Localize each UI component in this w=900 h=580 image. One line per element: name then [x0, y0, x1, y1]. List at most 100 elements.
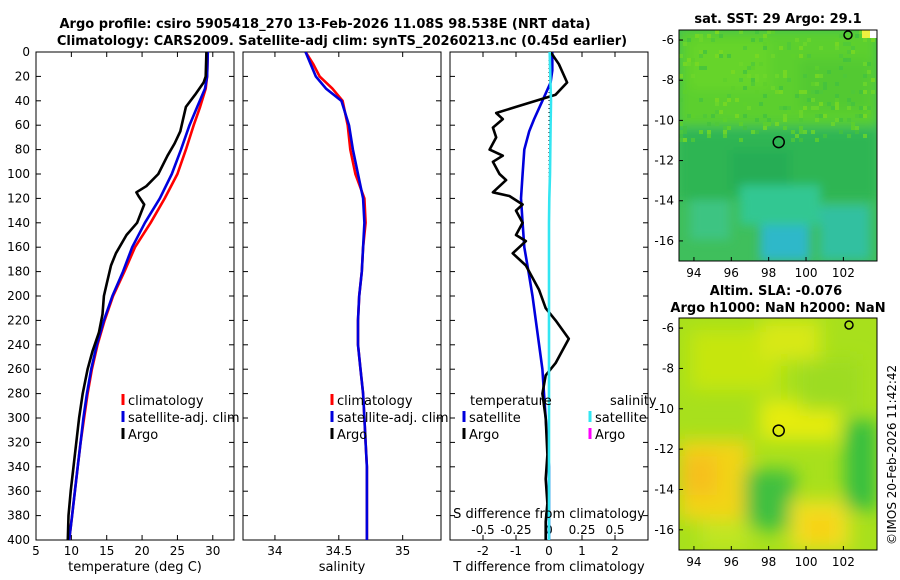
- y-tick-label: 340: [7, 460, 30, 474]
- map-x-tick-label: 96: [724, 266, 739, 280]
- difference-panel: -2 -1 0 1 2-0.5 -0.25 0 0.25 0.5 T difference fr…: [449, 51, 657, 575]
- temperature-satellite-legend-label: satellite-adj. clim: [128, 411, 240, 426]
- salinity-panel: 34 34.5 35 salinity climatology satellite-a…: [242, 51, 449, 575]
- y-tick-label: 300: [7, 411, 30, 425]
- salinity-climatology-legend-label: climatology: [337, 394, 413, 409]
- argo-location-marker-sla: [772, 424, 785, 437]
- series-line-s-satellite: [547, 52, 553, 540]
- salinity-legend-heading: salinity: [610, 394, 657, 409]
- temperature-climatology-legend-label: climatology: [128, 394, 204, 409]
- map-y-tick-label: -8: [662, 361, 674, 375]
- x-tick-label: 0: [545, 544, 553, 558]
- y-tick-label: 40: [15, 94, 30, 108]
- temperature-axes-box: [35, 51, 235, 541]
- imos-credit: ©IMOS 20-Feb-2026 11:42:42: [885, 365, 899, 545]
- map-y-tick-label: -6: [662, 321, 674, 335]
- diff-temp-argo-legend-label: Argo: [469, 428, 499, 443]
- x-tick-label: 25: [170, 544, 185, 558]
- y-tick-label: 60: [15, 118, 30, 132]
- x-tick-label: 20: [134, 544, 149, 558]
- diff-temp-satellite-legend-label: satellite: [469, 411, 521, 426]
- series-line-satellite-adj-clim: [67, 52, 210, 540]
- map-x-tick-label: 100: [795, 555, 818, 569]
- figure-title-line2: Climatology: CARS2009. Satellite-adj cli…: [57, 34, 627, 49]
- temperature-argo-legend-label: Argo: [128, 428, 158, 443]
- sla-map-panel: Altim. SLA: -0.076 Argo h1000: NaN h2000…: [654, 284, 885, 569]
- map-y-tick-label: -8: [662, 73, 674, 87]
- temperature-xlabel: temperature (deg C): [68, 560, 202, 575]
- y-tick-label: 360: [7, 484, 30, 498]
- map-x-tick-label: 94: [686, 266, 701, 280]
- argo-location-marker: [772, 135, 785, 149]
- map-y-tick-label: -14: [654, 482, 674, 496]
- y-tick-label: 240: [7, 338, 30, 352]
- y-tick-label: 280: [7, 387, 30, 401]
- y-tick-label: 100: [7, 167, 30, 181]
- map-y-tick-label: -16: [654, 234, 674, 248]
- top-x-tick-label: -0.25: [500, 523, 531, 537]
- temperature-panel: 5 10 15 20 25 3002040608010012014016018020022…: [7, 45, 240, 575]
- figure-title-line1: Argo profile: csiro 5905418_270 13-Feb-2…: [59, 17, 590, 32]
- sla-map-frame: [678, 317, 878, 551]
- x-tick-label: -2: [477, 544, 489, 558]
- map-x-tick-label: 98: [761, 266, 776, 280]
- y-tick-label: 380: [7, 509, 30, 523]
- map-y-tick-label: -16: [654, 523, 674, 537]
- y-tick-label: 260: [7, 362, 30, 376]
- series-line-t-argo: [488, 52, 571, 540]
- difference-top-xlabel: S difference from climatology: [453, 507, 645, 522]
- salinity-argo-legend-label: Argo: [337, 428, 367, 443]
- salinity-xlabel: salinity: [319, 560, 366, 575]
- sst-map-panel: sat. SST: 29 Argo: 29.1 94 96 98 100 102 -6 -8…: [654, 12, 878, 280]
- x-tick-label: 35: [395, 544, 410, 558]
- y-tick-label: 400: [7, 533, 30, 547]
- diff-sal-argo-legend-label: Argo: [595, 428, 625, 443]
- y-tick-label: 180: [7, 265, 30, 279]
- sla-field: [679, 318, 877, 550]
- top-x-tick-label: 0.25: [569, 523, 596, 537]
- x-tick-label: 30: [205, 544, 220, 558]
- map-x-tick-label: 96: [724, 555, 739, 569]
- island-outline-sla: [844, 320, 854, 330]
- map-y-tick-label: -12: [654, 154, 674, 168]
- series-line-satellite-adj-clim: [304, 52, 369, 540]
- x-tick-label: 10: [64, 544, 79, 558]
- sst-map-frame: [678, 29, 878, 262]
- difference-xlabel: T difference from climatology: [452, 560, 645, 575]
- y-tick-label: 140: [7, 216, 30, 230]
- sst-field: [679, 30, 877, 261]
- y-tick-label: 160: [7, 240, 30, 254]
- x-tick-label: 34: [267, 544, 282, 558]
- top-x-tick-label: -0.5: [471, 523, 494, 537]
- diff-sal-satellite-legend-label: satellite: [595, 411, 647, 426]
- map-y-tick-label: -6: [662, 33, 674, 47]
- x-tick-label: 34.5: [325, 544, 352, 558]
- y-tick-label: 20: [15, 69, 30, 83]
- x-tick-label: 5: [32, 544, 40, 558]
- sla-map-title-line2: Argo h1000: NaN h2000: NaN: [670, 301, 885, 316]
- top-x-tick-label: 0.5: [605, 523, 624, 537]
- temperature-legend-heading: temperature: [470, 394, 552, 409]
- salinity-axes-box: [242, 51, 442, 541]
- island-outline: [843, 30, 853, 40]
- x-tick-label: 1: [578, 544, 586, 558]
- map-y-tick-label: -12: [654, 442, 674, 456]
- y-tick-label: 80: [15, 143, 30, 157]
- sla-map-title-line1: Altim. SLA: -0.076: [710, 284, 842, 299]
- x-tick-label: 2: [611, 544, 619, 558]
- y-tick-label: 0: [22, 45, 30, 59]
- series-line-argo: [66, 52, 208, 540]
- map-x-tick-label: 102: [832, 266, 855, 280]
- y-tick-label: 120: [7, 191, 30, 205]
- map-x-tick-label: 98: [761, 555, 776, 569]
- sst-map-title: sat. SST: 29 Argo: 29.1: [694, 12, 861, 27]
- map-y-tick-label: -14: [654, 194, 674, 208]
- map-x-tick-label: 102: [832, 555, 855, 569]
- salinity-satellite-legend-label: satellite-adj. clim: [337, 411, 449, 426]
- map-x-tick-label: 94: [686, 555, 701, 569]
- y-tick-label: 320: [7, 435, 30, 449]
- y-tick-label: 220: [7, 313, 30, 327]
- x-tick-label: -1: [510, 544, 522, 558]
- map-y-tick-label: -10: [654, 402, 674, 416]
